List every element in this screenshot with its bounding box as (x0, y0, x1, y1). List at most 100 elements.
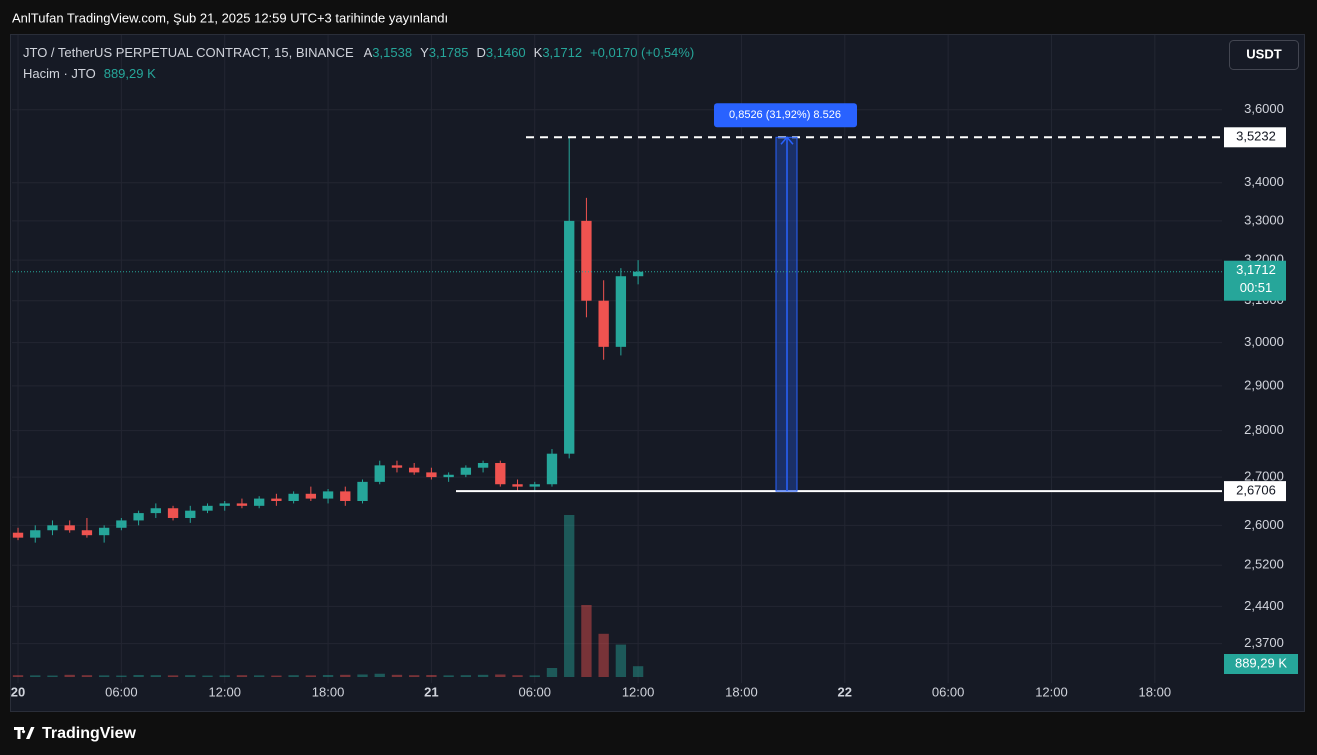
candle-body (495, 463, 506, 485)
footer-logo: TradingView (14, 725, 137, 742)
y-tick-label: 2,3700 (1244, 635, 1284, 650)
candle-body (288, 493, 299, 501)
candle-body (374, 465, 385, 482)
ohlc-key: K (534, 45, 543, 60)
volume-name: Hacim · JTO (23, 66, 96, 81)
volume-bar (185, 675, 196, 677)
candle-body (598, 300, 609, 347)
candle-body (271, 498, 282, 501)
volume-bar (81, 675, 93, 677)
candle-body (236, 503, 248, 506)
volume-bar (236, 675, 248, 677)
candle-body (546, 453, 558, 485)
y-tick-label: 2,7000 (1244, 469, 1284, 484)
volume-bar (98, 675, 110, 677)
volume-bar (529, 675, 540, 677)
y-tick-label: 2,6000 (1244, 517, 1284, 532)
candle-body (409, 467, 420, 473)
x-tick-label: 20 (11, 684, 25, 699)
volume-bar (374, 673, 385, 677)
last-price-badge (1224, 260, 1286, 301)
overlay: 3,5232 2,6706 0,8526 (31,92%) 8.526 3,1712 0… (12, 103, 1298, 674)
candle-body (460, 467, 472, 475)
candle-body (81, 530, 93, 536)
price-badge (1224, 127, 1286, 148)
volume-bar (305, 675, 317, 677)
countdown: 00:51 (1240, 280, 1273, 295)
ohlc-key: A (364, 45, 373, 60)
candle-body (150, 508, 161, 514)
volume-bar (512, 675, 523, 677)
ohlc-value: 3,1460 (486, 45, 526, 60)
volume-bar (12, 675, 24, 677)
candle-body (357, 481, 368, 501)
candle-body (340, 491, 351, 501)
x-tick-label: 21 (424, 684, 438, 699)
volume-bar (219, 675, 230, 677)
plot (12, 137, 644, 677)
y-tick-label: 2,5200 (1244, 557, 1284, 572)
price-badge-label: 2,6706 (1236, 483, 1276, 498)
candle-body (167, 508, 179, 518)
candle-body (391, 465, 403, 468)
volume-bar (632, 666, 644, 677)
volume-value: 889,29 K (104, 66, 156, 81)
candle-body (47, 525, 58, 531)
x-tick-label: 12:00 (622, 684, 655, 699)
volume-bar (426, 675, 437, 677)
volume-badge-label: 889,29 K (1235, 655, 1287, 670)
measure-arrowhead (780, 136, 794, 145)
candle-body (64, 525, 75, 531)
volume-legend: Hacim · JTO 889,29 K (23, 66, 156, 81)
ohlc-key: Y (420, 45, 429, 60)
last-price-label: 3,1712 (1236, 262, 1276, 277)
candle-body (116, 520, 127, 528)
x-tick-label: 18:00 (312, 684, 345, 699)
candle-body (615, 276, 627, 347)
candle-body (581, 220, 592, 301)
measure-label-box (714, 103, 857, 128)
candle-body (564, 220, 575, 454)
volume-bar (64, 674, 75, 677)
volume-bar (564, 515, 575, 677)
price-badge-label: 3,5232 (1236, 129, 1276, 144)
grid: 2,3700 2,4400 2,5200 2,6000 2,7000 2,8000 2,90… (11, 35, 1284, 699)
x-tick-label: 18:00 (725, 684, 758, 699)
x-tick-label: 06:00 (105, 684, 138, 699)
y-tick-label: 3,4000 (1244, 174, 1284, 189)
volume-bar (150, 675, 161, 677)
candle-body (202, 505, 213, 511)
volume-bar (460, 675, 472, 677)
volume-bar (340, 674, 351, 677)
y-tick-label: 3,6000 (1244, 101, 1284, 116)
ohlc-value: 3,1785 (429, 45, 469, 60)
candle-body (632, 271, 644, 277)
legend-line: JTO / TetherUS PERPETUAL CONTRACT, 15, B… (23, 45, 694, 60)
ohlc-key: D (477, 45, 486, 60)
volume-bar (409, 675, 420, 677)
volume-bar (598, 633, 609, 677)
currency-button[interactable] (1229, 40, 1299, 70)
volume-bar (615, 644, 627, 677)
y-tick-label: 2,9000 (1244, 377, 1284, 392)
change: +0,0170 (+0,54%) (590, 45, 694, 60)
ohlc-value: 3,1712 (542, 45, 582, 60)
x-tick-label: 18:00 (1139, 684, 1172, 699)
volume-bar (322, 675, 334, 677)
candle-body (30, 530, 41, 538)
volume-bar (546, 668, 558, 677)
volume-bar (30, 675, 41, 677)
volume-bar (581, 605, 592, 677)
publisher: AnlTufan TradingView.com, Şub 21, 2025 1… (12, 10, 448, 25)
candle-body (12, 532, 24, 538)
y-tick-label: 2,4400 (1244, 598, 1284, 613)
ohlc-value: 3,1538 (372, 45, 412, 60)
candle-body (426, 472, 437, 478)
volume-badge (1224, 654, 1298, 674)
x-tick-label: 06:00 (518, 684, 551, 699)
volume-bar (477, 674, 489, 677)
volume-bar (271, 675, 282, 677)
currency[interactable]: USDT (1246, 46, 1281, 61)
symbol: JTO / TetherUS PERPETUAL CONTRACT, 15, B… (23, 45, 354, 60)
